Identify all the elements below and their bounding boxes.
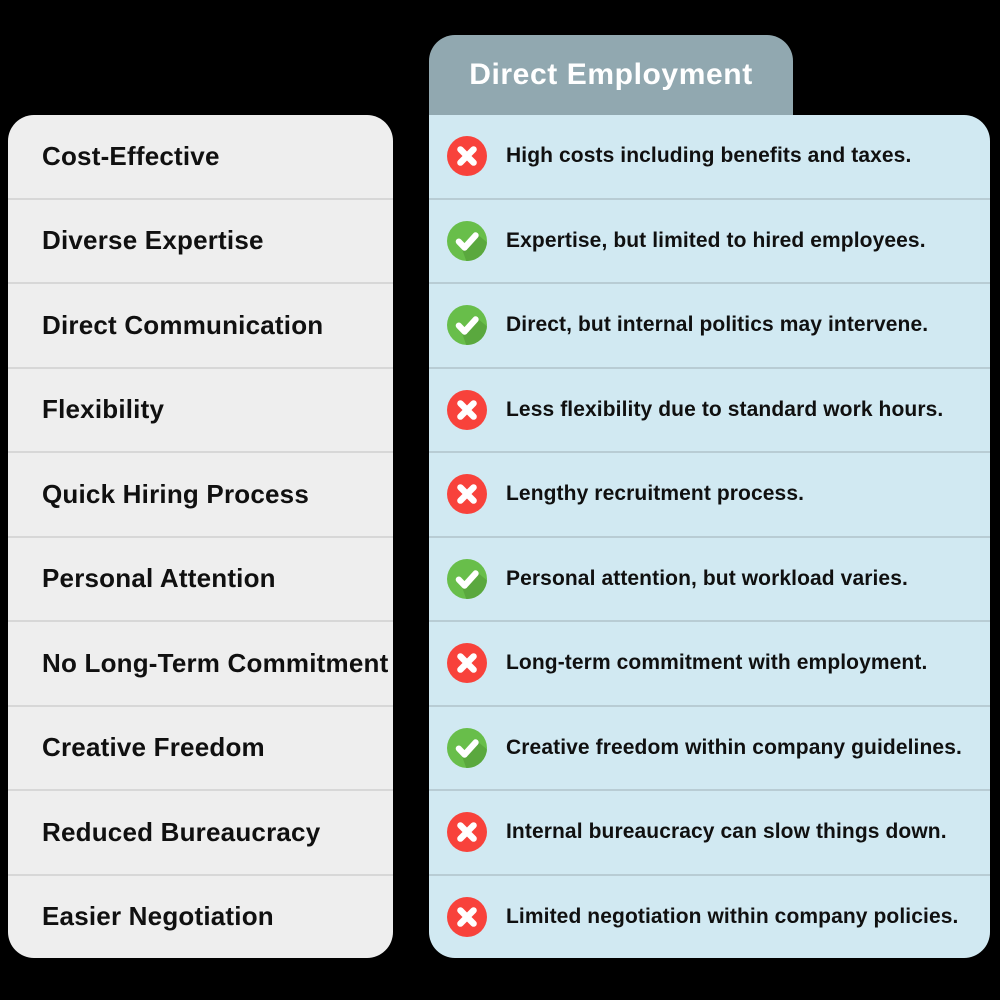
- comparison-row: High costs including benefits and taxes.: [429, 115, 990, 198]
- feature-row: Personal Attention: [8, 535, 393, 621]
- comparison-row: Internal bureaucracy can slow things dow…: [429, 789, 990, 874]
- comparison-row: Creative freedom within company guidelin…: [429, 704, 990, 790]
- cross-icon: [447, 812, 487, 853]
- comparison-text: Less flexibility due to standard work ho…: [506, 397, 944, 421]
- comparison-row: Less flexibility due to standard work ho…: [429, 366, 990, 452]
- cross-icon: [447, 389, 487, 430]
- feature-label: Flexibility: [42, 394, 165, 425]
- check-icon: [447, 558, 487, 599]
- comparison-text: Creative freedom within company guidelin…: [506, 735, 962, 759]
- feature-label: Reduced Bureaucracy: [42, 816, 321, 847]
- feature-label: No Long-Term Commitment: [42, 647, 389, 678]
- cross-icon: [447, 136, 487, 177]
- cross-icon: [447, 643, 487, 684]
- cross-icon: [447, 136, 487, 177]
- comparison-text: Long-term commitment with employment.: [506, 651, 928, 675]
- feature-row: Flexibility: [8, 366, 393, 452]
- feature-label: Direct Communication: [42, 309, 324, 340]
- feature-row: Diverse Expertise: [8, 197, 393, 283]
- cross-icon: [447, 812, 487, 853]
- cross-icon: [447, 643, 487, 684]
- comparison-row: Expertise, but limited to hired employee…: [429, 197, 990, 283]
- check-icon: [447, 727, 487, 768]
- comparison-row: Lengthy recruitment process.: [429, 451, 990, 536]
- check-icon: [447, 305, 487, 346]
- comparison-text: Direct, but internal politics may interv…: [506, 313, 929, 337]
- column-header: Direct Employment: [429, 35, 793, 115]
- feature-row: Cost-Effective: [8, 115, 393, 198]
- comparison-text: Lengthy recruitment process.: [506, 482, 805, 506]
- column-header-title: Direct Employment: [469, 58, 753, 91]
- feature-row: Quick Hiring Process: [8, 451, 393, 536]
- check-icon: [447, 220, 487, 261]
- check-icon: [447, 558, 487, 599]
- cross-icon: [447, 896, 487, 937]
- cross-icon: [447, 474, 487, 515]
- feature-row: Direct Communication: [8, 282, 393, 367]
- feature-row: No Long-Term Commitment: [8, 620, 393, 705]
- feature-label: Personal Attention: [42, 563, 276, 594]
- feature-row: Reduced Bureaucracy: [8, 789, 393, 874]
- comparison-column: High costs including benefits and taxes.…: [429, 115, 990, 958]
- comparison-text: Internal bureaucracy can slow things dow…: [506, 820, 947, 844]
- feature-label: Easier Negotiation: [42, 901, 274, 932]
- comparison-text: Expertise, but limited to hired employee…: [506, 228, 926, 252]
- feature-label: Cost-Effective: [42, 140, 220, 171]
- comparison-text: Limited negotiation within company polic…: [506, 904, 959, 928]
- comparison-row: Limited negotiation within company polic…: [429, 873, 990, 959]
- comparison-row: Long-term commitment with employment.: [429, 620, 990, 705]
- cross-icon: [447, 389, 487, 430]
- feature-row: Creative Freedom: [8, 704, 393, 790]
- comparison-text: High costs including benefits and taxes.: [506, 144, 912, 168]
- check-icon: [447, 220, 487, 261]
- feature-row: Easier Negotiation: [8, 873, 393, 959]
- comparison-text: Personal attention, but workload varies.: [506, 566, 908, 590]
- comparison-row: Direct, but internal politics may interv…: [429, 282, 990, 367]
- comparison-row: Personal attention, but workload varies.: [429, 535, 990, 621]
- check-icon: [447, 727, 487, 768]
- check-icon: [447, 305, 487, 346]
- feature-label: Diverse Expertise: [42, 225, 264, 256]
- cross-icon: [447, 474, 487, 515]
- feature-label: Quick Hiring Process: [42, 478, 309, 509]
- feature-label: Creative Freedom: [42, 732, 265, 763]
- cross-icon: [447, 896, 487, 937]
- feature-column: Cost-Effective Diverse Expertise Direct …: [8, 115, 393, 958]
